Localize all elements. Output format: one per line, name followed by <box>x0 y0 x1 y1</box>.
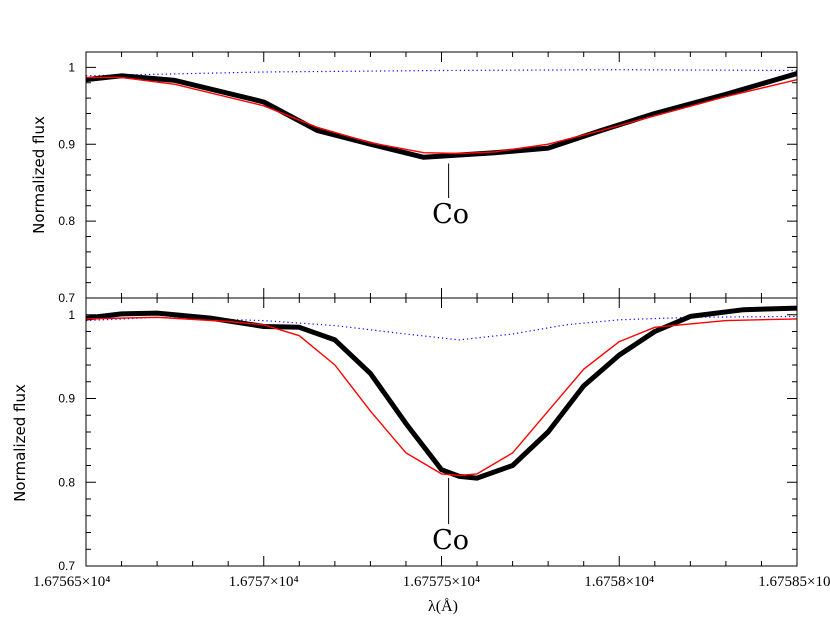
y-tick-label: 0.8 <box>58 475 75 489</box>
x-tick-label: 1.67575×10⁴ <box>403 574 480 590</box>
panel-bottom: Normalized flux 0.7 0.8 0.9 1 Co <box>11 297 798 573</box>
series-line-1 <box>86 71 797 160</box>
x-axis: λ(Å) 1.67565×10⁴ 1.6757×10⁴ 1.67575×10⁴ 1.6… <box>33 574 830 615</box>
ylabel-top: Normalized flux <box>30 116 48 234</box>
series-line-0 <box>86 69 797 77</box>
y-tick-label: 0.9 <box>58 137 75 151</box>
x-tick-label: 1.6758×10⁴ <box>584 574 654 590</box>
panel-top: Normalized flux 0.7 0.8 0.9 1 Co <box>30 51 798 305</box>
y-tick-label: 1 <box>68 308 75 322</box>
annotation-label: Co <box>432 199 469 230</box>
series-group <box>86 305 797 481</box>
series-line-2 <box>86 316 797 477</box>
y-tick-label: 0.7 <box>58 291 75 305</box>
ylabel-bottom: Normalized flux <box>11 384 29 502</box>
x-tick-label: 1.67585×10⁴ <box>758 574 830 590</box>
y-tick-label: 0.7 <box>58 559 75 573</box>
y-tick-label: 0.9 <box>58 392 75 406</box>
series-group <box>86 69 797 160</box>
annotation-label: Co <box>432 525 469 556</box>
y-tick-label: 0.8 <box>58 214 75 228</box>
x-tick-label: 1.67565×10⁴ <box>33 574 110 590</box>
x-tick-label: 1.6757×10⁴ <box>229 574 299 590</box>
series-line-0 <box>86 315 797 341</box>
series-line-2 <box>86 76 797 155</box>
xlabel: λ(Å) <box>428 597 458 615</box>
series-line-1 <box>86 305 797 481</box>
y-tick-label: 1 <box>68 60 75 74</box>
